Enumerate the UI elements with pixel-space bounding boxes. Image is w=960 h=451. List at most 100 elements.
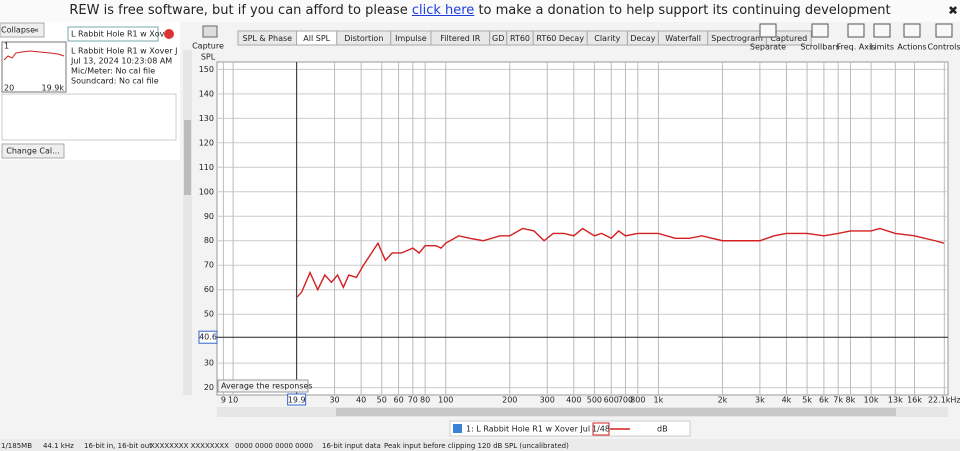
delete-icon[interactable] <box>164 29 174 39</box>
y-tick-label: 130 <box>199 114 214 123</box>
measurement-name: L Rabbit Hole R1 w Xover <box>71 30 173 39</box>
collapse-label: Collapse <box>1 26 35 35</box>
cursor-box <box>287 393 307 406</box>
legend-checkbox[interactable] <box>453 424 462 433</box>
tool-icon[interactable] <box>847 23 865 38</box>
cursor-box <box>198 330 218 344</box>
unit-label: dB <box>657 425 668 434</box>
y-tick-label: 60 <box>204 285 214 294</box>
tool-icon[interactable] <box>903 23 921 38</box>
legend-items: 1: L Rabbit Hole R1 w Xover Jul 1/48 dB <box>466 422 668 436</box>
y-tick-label: 50 <box>204 310 214 319</box>
status-item: 44.1 kHz <box>43 442 74 450</box>
x-tick-label: 6k <box>819 396 829 405</box>
x-tick-label: 40 <box>356 396 366 405</box>
tab[interactable] <box>765 30 812 46</box>
capture-icon[interactable] <box>202 25 218 38</box>
banner-text: REW is free software, but if you can aff… <box>69 3 408 18</box>
x-tick-label: 3k <box>755 396 765 405</box>
donate-link[interactable]: click here <box>411 3 475 18</box>
info-line: Soundcard: No cal file <box>71 77 159 86</box>
x-tick-label: 800 <box>630 396 645 405</box>
y-tick-label: 80 <box>204 236 214 245</box>
status-item: 16-bit input data <box>322 442 381 450</box>
x-tick-label: 200 <box>502 396 517 405</box>
thumbnail-label: 1 <box>4 42 9 51</box>
tool-icon[interactable] <box>935 23 953 38</box>
v-scrollbar[interactable] <box>183 50 192 395</box>
status-item: XXXXXXXX XXXXXXXX <box>150 442 229 450</box>
status-item: 0000 0000 0000 0000 <box>235 442 313 450</box>
close-icon[interactable]: ✖ <box>948 4 958 18</box>
name-input[interactable] <box>67 26 159 42</box>
x-tick-label: 5k <box>802 396 812 405</box>
y-tick-label: 110 <box>199 163 214 172</box>
tool-icon[interactable] <box>759 23 777 38</box>
thumbnail-label: 19.9k <box>42 84 65 93</box>
x-tick-label: 8k <box>846 396 856 405</box>
tool-label: Scrollbars <box>800 43 839 52</box>
x-tick-label: 13k <box>888 396 903 405</box>
tab-label: SPL & Phase <box>243 34 293 43</box>
info-line: L Rabbit Hole R1 w Xover J <box>71 47 177 56</box>
x-tick-label: 600 <box>604 396 619 405</box>
tab-label: RT60 <box>510 34 530 43</box>
change-cal-label: Change Cal... <box>6 147 60 156</box>
tab-label: Spectrogram <box>711 34 763 43</box>
x-tick-label: 400 <box>566 396 581 405</box>
x-tick-label: 4k <box>782 396 792 405</box>
status-item: 16-bit in, 16-bit out <box>84 442 152 450</box>
x-tick-label: 10 <box>228 396 238 405</box>
y-tick-label: 70 <box>204 261 214 270</box>
x-tick-label: 2k <box>718 396 728 405</box>
h-scroll-thumb[interactable] <box>336 408 896 416</box>
x-tick-label: 50 <box>377 396 387 405</box>
x-tick-label: 30 <box>329 396 339 405</box>
tool-label: Limits <box>870 43 894 52</box>
tooltip <box>217 379 309 393</box>
tab-label: All SPL <box>303 34 330 43</box>
y-tick-label: 20 <box>204 383 214 392</box>
x-tick-label: 500 <box>587 396 602 405</box>
x-tick-label: 100 <box>438 396 453 405</box>
tab-label: Distortion <box>344 34 383 43</box>
x-tick-label: 16k <box>907 396 922 405</box>
tool-icon[interactable] <box>811 23 829 38</box>
y-tick-label: 30 <box>204 359 214 368</box>
collapse-button[interactable] <box>0 22 45 38</box>
x-tick-label: 9 <box>221 396 226 405</box>
banner: REW is free software, but if you can aff… <box>0 0 960 22</box>
series-line <box>296 227 945 298</box>
tab-label: Decay <box>630 34 655 43</box>
thumbnail-label: 20 <box>4 84 14 93</box>
tab-label: Impulse <box>395 34 427 43</box>
capture-label: Capture <box>192 42 224 51</box>
status-items: 1/185MB 44.1 kHz 16-bit in, 16-bit outXXXX… <box>1 442 569 450</box>
v-scroll-thumb[interactable] <box>184 120 191 195</box>
x-tick-label: 80 <box>420 396 430 405</box>
tab-label: Waterfall <box>665 34 701 43</box>
change-cal-button[interactable] <box>1 143 65 159</box>
smoothing-label: 1/48 <box>592 425 610 434</box>
x-tick-label: 10k <box>864 396 879 405</box>
cursor-y-label: 40.6 <box>199 333 217 342</box>
tool-label: Controls <box>927 43 960 52</box>
y-tick-label: 100 <box>199 187 214 196</box>
collapse-icon: « <box>34 26 39 35</box>
thumbnail <box>1 41 67 93</box>
y-tick-label: 150 <box>199 65 214 74</box>
info-line: Jul 13, 2024 10:23:08 AM <box>70 57 172 66</box>
tool-icon[interactable] <box>873 23 891 38</box>
tab-label: RT60 Decay <box>536 34 584 43</box>
list-area <box>1 93 177 141</box>
tooltip-text: Average the responses <box>221 382 313 391</box>
x-tick-label: 7k <box>833 396 843 405</box>
banner-text: to make a donation to help support its c… <box>478 3 891 18</box>
y-axis-label: SPL <box>201 53 216 62</box>
x-tick-label: 70 <box>408 396 418 405</box>
x-tick-label: 300 <box>540 396 555 405</box>
x-tick-label: 22.1kHz <box>928 396 960 405</box>
